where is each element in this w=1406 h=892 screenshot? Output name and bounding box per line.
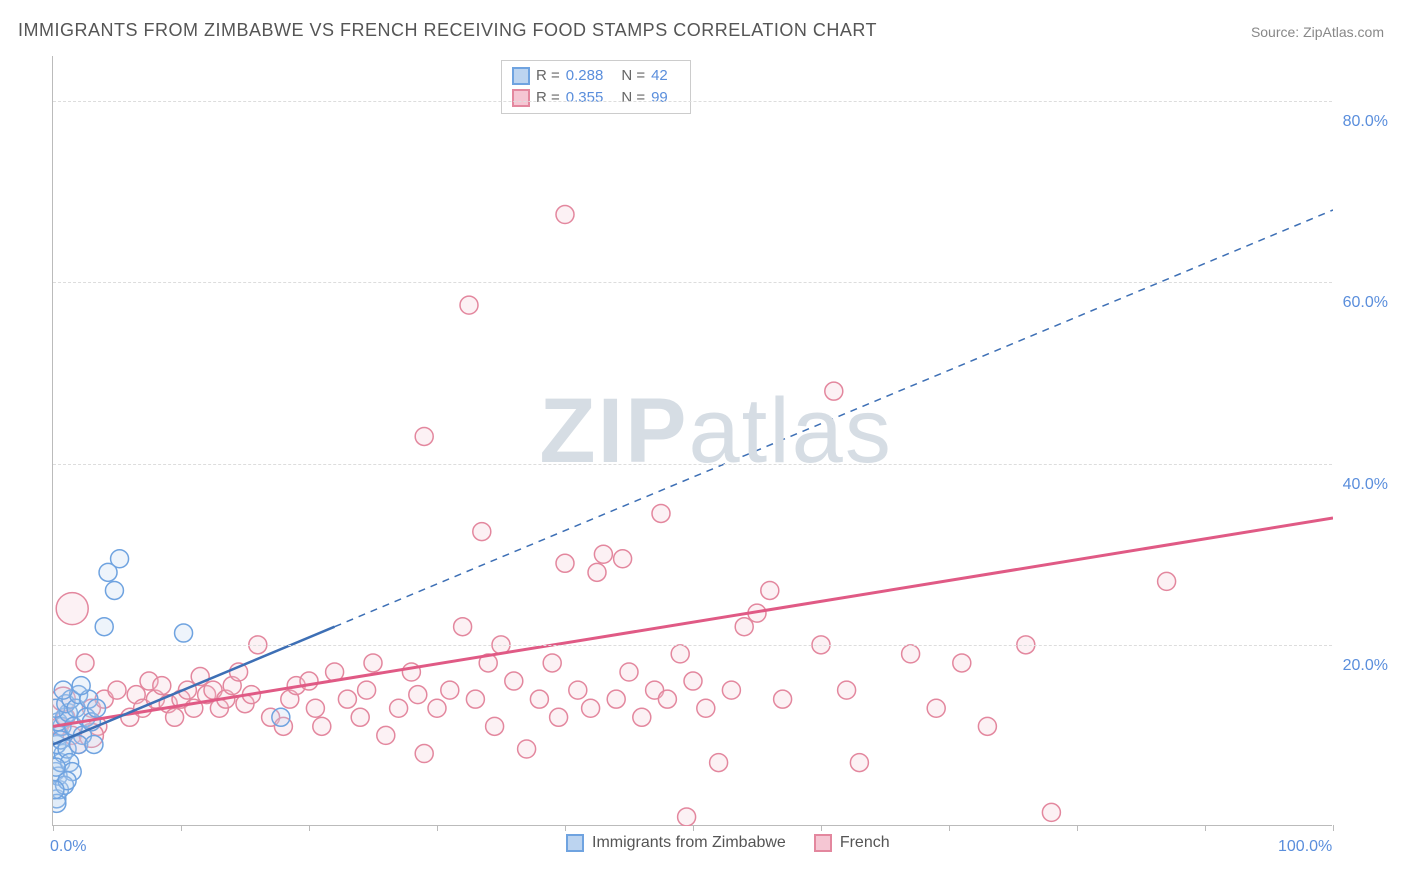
r-value-french: 0.355: [566, 87, 604, 109]
y-axis-label: Receiving Food Stamps: [0, 287, 15, 446]
chart-title: IMMIGRANTS FROM ZIMBABWE VS FRENCH RECEI…: [18, 20, 877, 41]
x-tick: [1333, 825, 1334, 831]
x-tick: [309, 825, 310, 831]
gridline-h: [53, 282, 1332, 283]
legend-item-zimbabwe: Immigrants from Zimbabwe: [566, 834, 786, 852]
y-tick-label: 80.0%: [1343, 113, 1388, 131]
y-tick-label: 20.0%: [1343, 657, 1388, 675]
x-tick: [949, 825, 950, 831]
series-legend: Immigrants from Zimbabwe French: [566, 834, 890, 852]
x-tick: [1205, 825, 1206, 831]
swatch-zimbabwe: [566, 834, 584, 852]
n-label: N =: [621, 87, 645, 109]
n-value-french: 99: [651, 87, 668, 109]
gridline-h: [53, 464, 1332, 465]
legend-item-french: French: [814, 834, 890, 852]
swatch-zimbabwe: [512, 67, 530, 85]
gridline-h: [53, 645, 1332, 646]
x-tick: [821, 825, 822, 831]
n-value-zimbabwe: 42: [651, 65, 668, 87]
r-label: R =: [536, 87, 560, 109]
series-label-zimbabwe: Immigrants from Zimbabwe: [592, 834, 786, 852]
source-label: Source:: [1251, 24, 1303, 40]
x-tick: [181, 825, 182, 831]
legend-row-zimbabwe: R = 0.288 N = 42: [512, 65, 680, 87]
series-label-french: French: [840, 834, 890, 852]
y-tick-label: 60.0%: [1343, 294, 1388, 312]
x-tick: [437, 825, 438, 831]
correlation-legend: R = 0.288 N = 42 R = 0.355 N = 99: [501, 60, 691, 114]
gridline-h: [53, 101, 1332, 102]
x-tick: [693, 825, 694, 831]
scatter-svg: [53, 56, 1333, 826]
swatch-french: [512, 89, 530, 107]
y-tick-label: 40.0%: [1343, 476, 1388, 494]
x-axis-max-label: 100.0%: [1278, 838, 1332, 856]
legend-row-french: R = 0.355 N = 99: [512, 87, 680, 109]
x-axis-min-label: 0.0%: [50, 838, 86, 856]
swatch-french: [814, 834, 832, 852]
r-label: R =: [536, 65, 560, 87]
source-attribution: Source: ZipAtlas.com: [1251, 24, 1384, 40]
n-label: N =: [621, 65, 645, 87]
r-value-zimbabwe: 0.288: [566, 65, 604, 87]
x-tick: [1077, 825, 1078, 831]
x-tick: [53, 825, 54, 831]
source-value: ZipAtlas.com: [1303, 24, 1384, 40]
scatter-plot-area: ZIPatlas R = 0.288 N = 42 R = 0.355 N = …: [52, 56, 1332, 826]
x-tick: [565, 825, 566, 831]
